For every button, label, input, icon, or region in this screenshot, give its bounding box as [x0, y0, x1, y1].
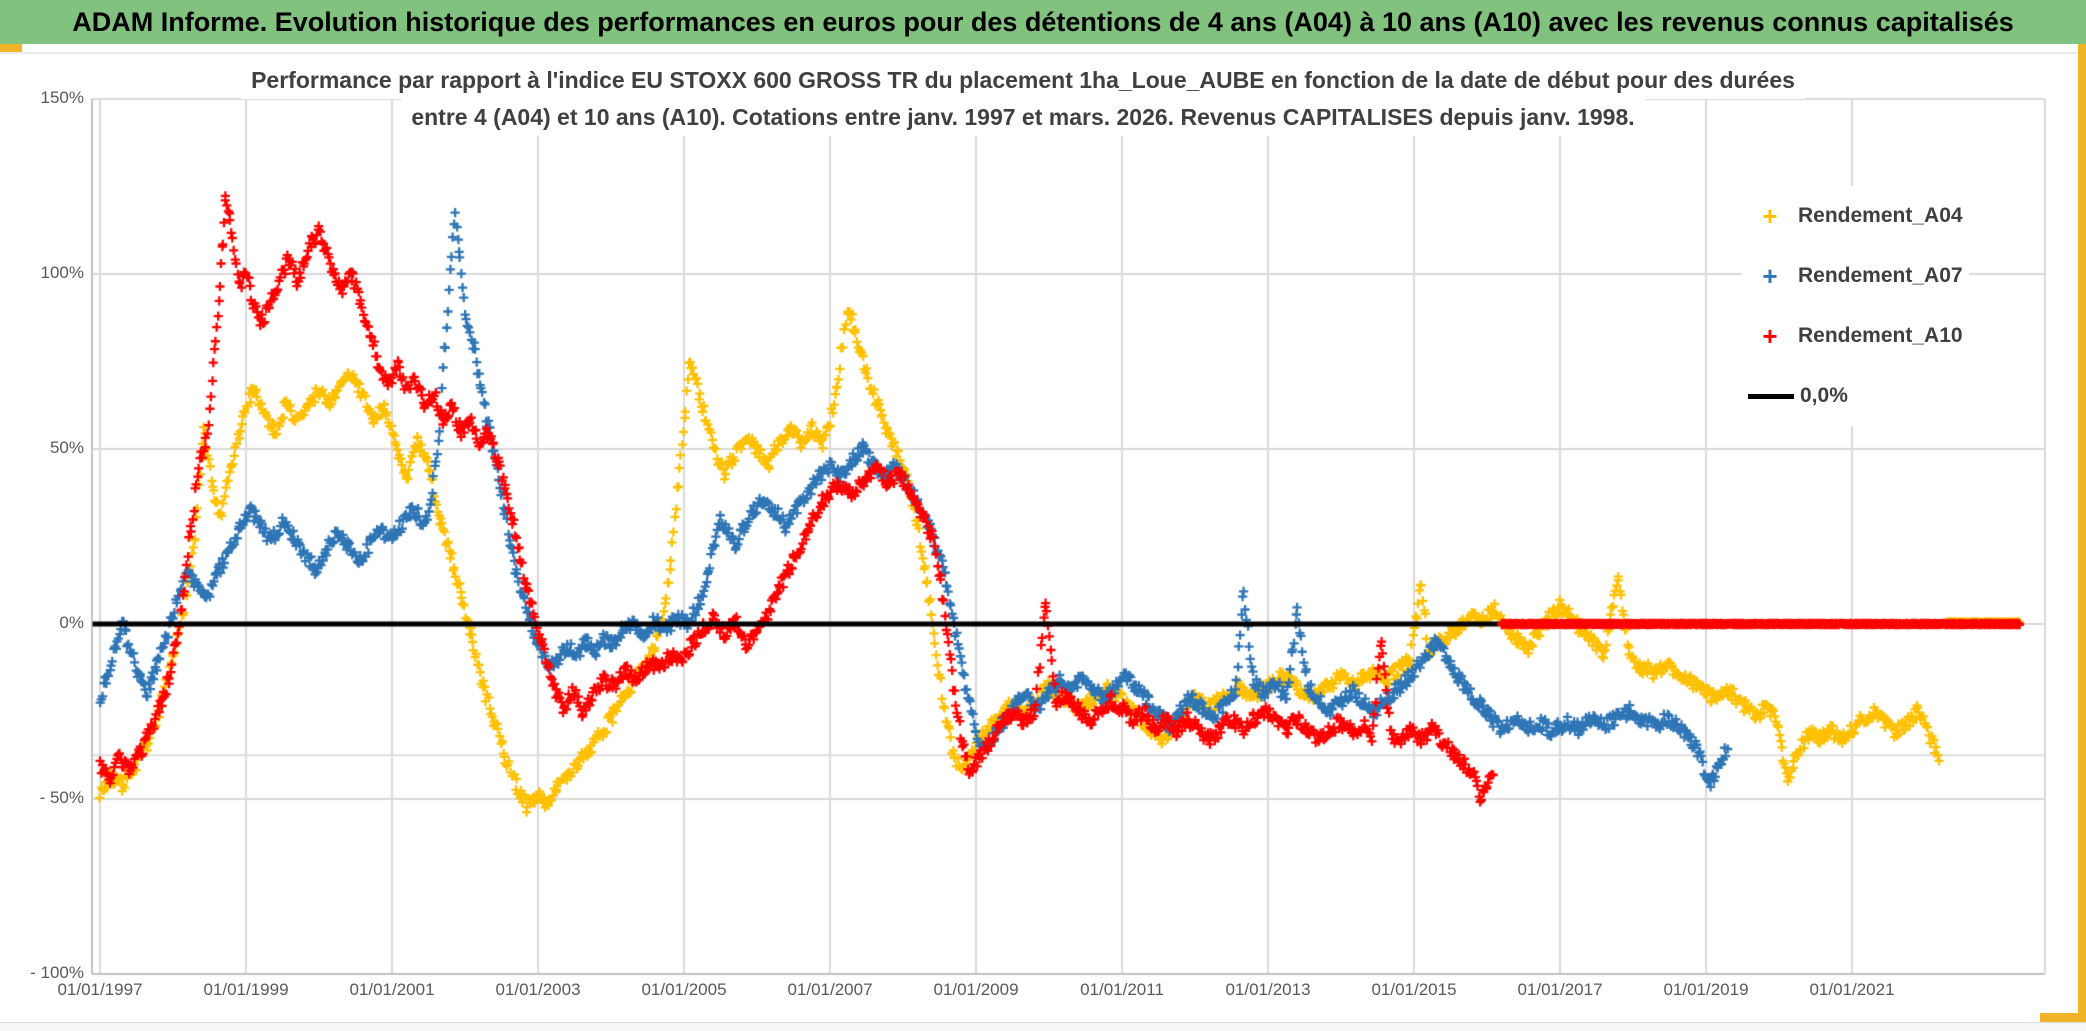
x-axis-tick: 01/01/2019	[1663, 980, 1749, 999]
legend-label: Rendement_A04	[1798, 204, 1963, 227]
x-axis-tick: 01/01/2017	[1517, 980, 1603, 999]
x-axis-tick: 01/01/2005	[641, 980, 727, 999]
legend-item[interactable]: + Rendement_A07	[1742, 246, 1969, 306]
x-axis-tick: 01/01/2021	[1809, 980, 1895, 999]
plus-marker-icon: +	[1762, 261, 1778, 291]
plus-marker-icon: +	[1762, 201, 1778, 231]
legend-item[interactable]: 0,0%	[1742, 366, 1969, 426]
zero-line-swatch-icon	[1748, 393, 1794, 399]
legend-item[interactable]: + Rendement_A10	[1742, 306, 1969, 366]
chart-title-line-2: entre 4 (A04) et 10 ans (A10). Cotations…	[401, 99, 1645, 136]
chart-legend: + Rendement_A04 + Rendement_A07 + Rendement_A…	[1742, 186, 1969, 426]
x-axis-tick: 01/01/2009	[933, 980, 1019, 999]
chart-title: Performance par rapport à l'indice EU ST…	[0, 62, 2046, 136]
x-axis-tick: 01/01/2001	[349, 980, 435, 999]
legend-item[interactable]: + Rendement_A04	[1742, 186, 1969, 246]
x-axis-tick: 01/01/2003	[495, 980, 581, 999]
y-axis-tick: 50%	[49, 438, 84, 457]
x-axis-tick: 01/01/2007	[787, 980, 873, 999]
y-axis-tick: 150%	[40, 88, 84, 107]
y-axis-tick: 0%	[59, 613, 84, 632]
plus-marker-icon: +	[1762, 321, 1778, 351]
x-axis-tick: 01/01/2013	[1225, 980, 1311, 999]
x-axis-tick: 01/01/1997	[57, 980, 143, 999]
x-axis-tick: 01/01/1999	[203, 980, 289, 999]
y-axis-tick: 100%	[40, 263, 84, 282]
legend-label: Rendement_A07	[1798, 264, 1963, 287]
y-axis-tick: - 100%	[30, 963, 84, 982]
chart-title-line-1: Performance par rapport à l'indice EU ST…	[241, 62, 1805, 99]
legend-label: Rendement_A10	[1798, 324, 1963, 347]
x-axis-tick: 01/01/2015	[1371, 980, 1457, 999]
x-axis-tick: 01/01/2011	[1080, 980, 1164, 999]
legend-label: 0,0%	[1800, 384, 1848, 407]
y-axis-tick: - 50%	[39, 788, 84, 807]
